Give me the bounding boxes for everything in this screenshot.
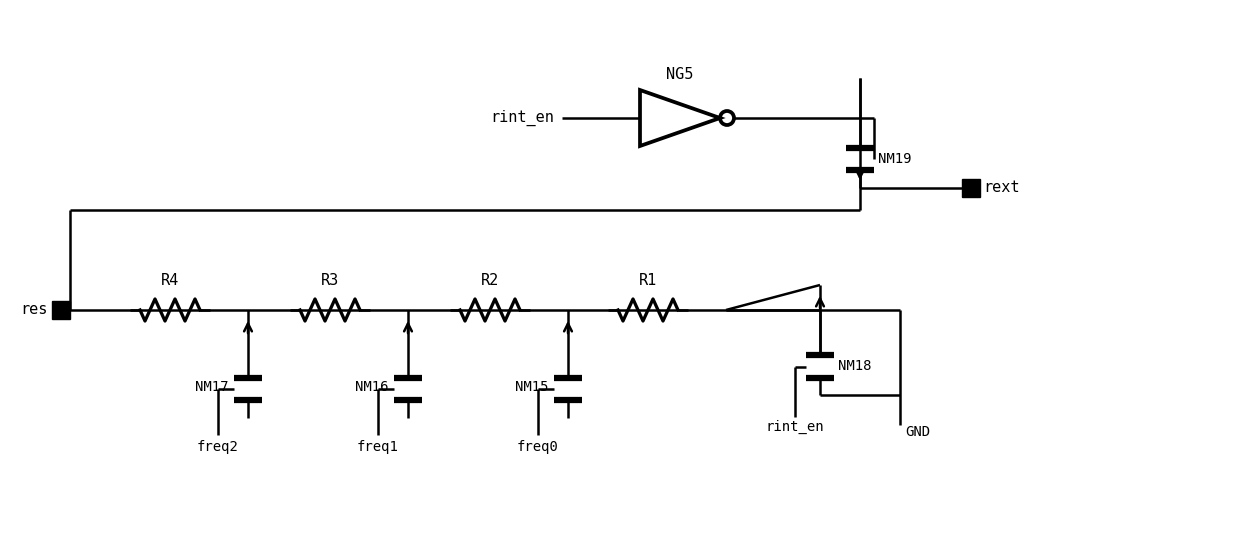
Text: rint_en: rint_en <box>490 110 554 126</box>
Text: NM19: NM19 <box>878 152 911 166</box>
Text: R2: R2 <box>481 273 500 288</box>
Text: freq2: freq2 <box>197 440 239 454</box>
Text: freq1: freq1 <box>357 440 399 454</box>
Text: R4: R4 <box>161 273 179 288</box>
Text: NM16: NM16 <box>356 380 389 394</box>
Text: NG5: NG5 <box>666 67 693 82</box>
Text: NM18: NM18 <box>838 359 872 373</box>
Text: rext: rext <box>983 181 1019 195</box>
Text: R3: R3 <box>321 273 339 288</box>
Text: R1: R1 <box>639 273 657 288</box>
Text: NM15: NM15 <box>516 380 549 394</box>
Bar <box>962 179 980 197</box>
Text: freq0: freq0 <box>517 440 559 454</box>
Text: rint_en: rint_en <box>765 420 825 434</box>
Bar <box>52 301 69 319</box>
Text: GND: GND <box>905 425 930 439</box>
Text: res: res <box>21 302 48 317</box>
Text: NM17: NM17 <box>196 380 229 394</box>
